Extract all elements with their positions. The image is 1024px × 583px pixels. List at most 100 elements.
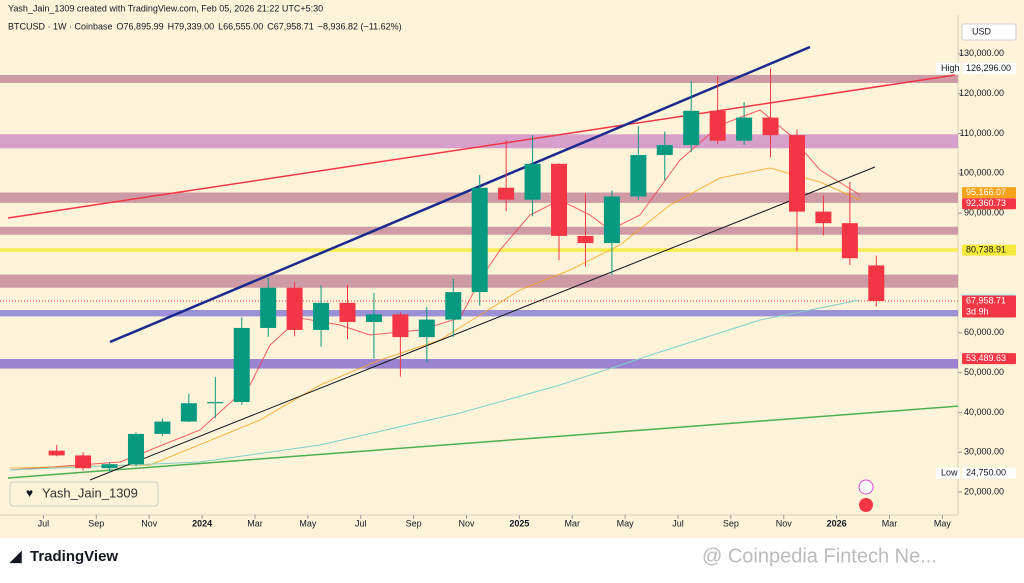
price-zone xyxy=(0,359,958,369)
quote-value: 66,555.00 xyxy=(223,21,263,31)
x-tick-label: Jul xyxy=(355,518,367,528)
x-tick-label: Mar xyxy=(564,518,580,528)
x-tick-label: Sep xyxy=(723,518,739,528)
flag-icon[interactable] xyxy=(859,498,873,512)
y-tick-label: 100,000.00 xyxy=(959,168,1004,178)
y-tick-label: 30,000.00 xyxy=(964,447,1004,457)
indicators xyxy=(7,45,958,481)
candle-body xyxy=(498,187,515,200)
x-tick-label: Sep xyxy=(88,518,104,528)
candle-body xyxy=(392,314,409,338)
y-tick-label: 110,000.00 xyxy=(960,128,1004,138)
y-tick-label: 50,000.00 xyxy=(964,367,1004,377)
x-tick-label: 2026 xyxy=(827,518,847,528)
price-tag-label: 92,360.73 xyxy=(966,198,1006,208)
x-tick-label: Jul xyxy=(38,518,50,528)
candle-body xyxy=(127,433,144,465)
y-tick-label: 20,000.00 xyxy=(964,486,1004,496)
price-zone xyxy=(0,74,958,83)
x-tick-label: 2024 xyxy=(192,518,212,528)
event-icon[interactable] xyxy=(858,479,874,495)
source-watermark: @ Coinpedia Fintech Ne... xyxy=(702,545,937,567)
price-tag xyxy=(962,63,1016,75)
x-tick-label: Sep xyxy=(406,518,422,528)
brand: TradingView xyxy=(30,548,118,565)
candle-body xyxy=(630,155,647,197)
candle-body xyxy=(286,287,303,330)
support-line xyxy=(7,405,958,479)
candle-body xyxy=(75,455,92,469)
candle-body xyxy=(365,314,382,322)
candle-body xyxy=(709,110,726,141)
quote-key: L xyxy=(218,21,223,31)
symbol: BTCUSD · 1W · Coinbase xyxy=(8,21,113,31)
price-tag xyxy=(962,353,1016,365)
quote-value: 67,958.71 xyxy=(274,21,314,31)
credit: Yash_Jain_1309 created with TradingView.… xyxy=(8,3,323,13)
candle-body xyxy=(471,187,488,293)
quote-value: 76,895.99 xyxy=(124,21,164,31)
price-tag-box xyxy=(936,467,960,479)
price-tag-box xyxy=(936,63,960,75)
quote-key: C xyxy=(267,21,274,31)
price-zone xyxy=(0,310,958,317)
candle-body xyxy=(815,211,832,224)
x-tick-label: Mar xyxy=(882,518,898,528)
price-tag xyxy=(962,187,1016,199)
resistance-line xyxy=(7,74,956,219)
channel-line xyxy=(109,45,811,344)
x-tick-label: Nov xyxy=(776,518,793,528)
candle-body xyxy=(339,302,356,322)
y-tick-label: 90,000.00 xyxy=(964,208,1004,218)
candle-body xyxy=(260,287,277,328)
candle-body xyxy=(101,464,118,469)
watermark: Yash_Jain_1309 xyxy=(42,485,138,500)
candle-body xyxy=(656,145,673,156)
candle-body xyxy=(841,223,858,259)
price-tag xyxy=(962,467,1016,479)
candle-body xyxy=(418,319,435,338)
candle-body xyxy=(445,292,462,320)
price-tag xyxy=(962,244,1016,256)
ma-mid xyxy=(9,167,861,469)
price-tag xyxy=(962,198,1016,210)
price-tag-label: 24,750.00 xyxy=(966,468,1006,478)
price-tag-sub: 3d 9h xyxy=(966,306,989,316)
quote-change: −8,936.82 (−11.62%) xyxy=(318,21,402,31)
price-tag-label: 80,738.91 xyxy=(966,244,1006,254)
x-tick-label: Jul xyxy=(672,518,684,528)
x-tick-label: May xyxy=(617,518,635,528)
x-tick-label: May xyxy=(934,518,952,528)
candle-body xyxy=(577,235,594,244)
brand-logo: ◢ xyxy=(9,548,22,565)
price-tag-label: 67,958.71 xyxy=(966,295,1006,305)
candle-body xyxy=(233,327,250,403)
candle-body xyxy=(551,163,568,236)
candle-body xyxy=(788,135,805,212)
quote: BTCUSD · 1W · Coinbase O 76,895.99 H 79,339.… xyxy=(8,21,402,31)
candle-body xyxy=(683,110,700,146)
price-tag xyxy=(962,295,1016,318)
y-tick-label: 40,000.00 xyxy=(964,407,1004,417)
heart-icon: ♥ xyxy=(26,486,33,500)
candle-body xyxy=(603,196,620,244)
candle-body xyxy=(154,421,171,434)
candle-body xyxy=(524,163,541,200)
currency-box[interactable] xyxy=(961,23,1017,41)
price-tag-name: High xyxy=(941,63,960,73)
y-tick-label: 120,000.00 xyxy=(959,88,1004,98)
price-tag-label: 126,296.00 xyxy=(966,63,1011,73)
candle-body xyxy=(207,402,224,404)
candle-body xyxy=(48,450,65,456)
x-tick-label: Nov xyxy=(458,518,475,528)
y-tick-label: 130,000.00 xyxy=(959,48,1004,58)
x-tick-label: 2025 xyxy=(509,518,529,528)
x-tick-label: May xyxy=(299,518,317,528)
currency: USD xyxy=(972,26,992,36)
quote-key: H xyxy=(168,21,175,31)
price-tag-label: 53,489.63 xyxy=(966,353,1006,363)
quote-value: 79,339.00 xyxy=(174,21,214,31)
watermark-box xyxy=(9,481,159,507)
candle-body xyxy=(180,403,197,422)
